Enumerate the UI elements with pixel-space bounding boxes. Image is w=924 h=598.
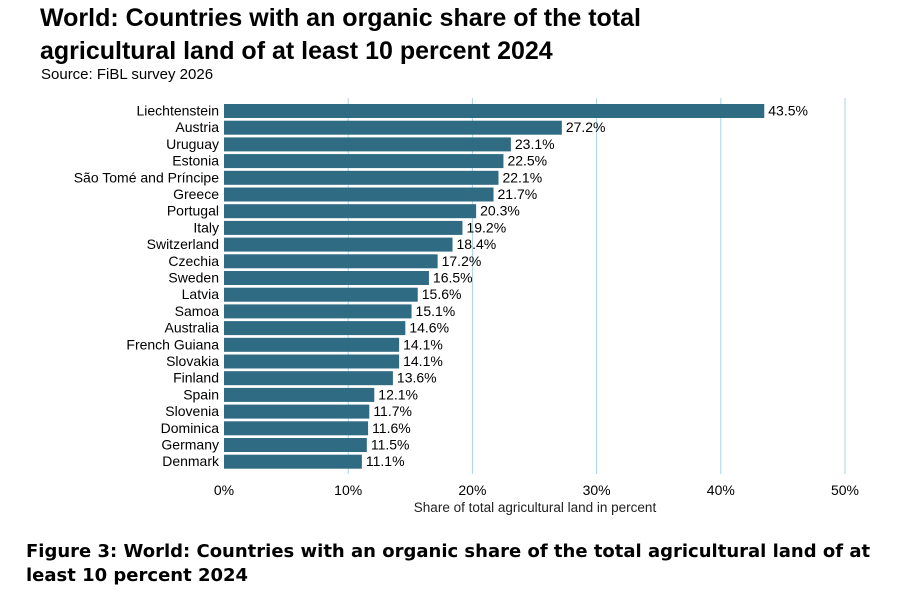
x-tick-label: 50% xyxy=(831,482,859,498)
value-label: 43.5% xyxy=(768,103,808,119)
value-label: 11.1% xyxy=(366,453,405,469)
bar-chart: 0% 10% 20% 30% 40% 50% Share of total agricult… xyxy=(74,98,859,515)
figure-caption-line-1: Figure 3: World: Countries with an organ… xyxy=(26,541,871,562)
chart-title-line-1: World: Countries with an organic share o… xyxy=(40,4,641,32)
bar xyxy=(224,271,429,285)
category-label: Slovakia xyxy=(166,353,219,369)
value-label: 11.5% xyxy=(371,437,410,453)
bar xyxy=(224,137,511,152)
x-tick-label: 10% xyxy=(334,482,362,498)
value-label: 14.1% xyxy=(403,336,443,352)
bar xyxy=(224,170,499,185)
category-label: Austria xyxy=(175,119,219,135)
x-tick-label: 40% xyxy=(707,482,735,498)
value-label: 16.5% xyxy=(433,270,473,286)
category-label: Samoa xyxy=(175,303,220,319)
category-label: São Tomé and Príncipe xyxy=(74,169,219,185)
value-label: 23.1% xyxy=(515,136,555,152)
bar xyxy=(224,104,765,118)
value-label: 21.7% xyxy=(498,186,538,202)
bar xyxy=(224,204,477,219)
category-label: Liechtenstein xyxy=(136,103,219,119)
category-label: Dominica xyxy=(161,420,220,436)
value-label: 12.1% xyxy=(378,386,418,402)
category-label: Switzerland xyxy=(147,236,219,252)
value-label: 20.3% xyxy=(480,203,520,219)
category-label: Czechia xyxy=(168,253,219,269)
value-label: 13.6% xyxy=(397,370,437,386)
bar xyxy=(224,371,393,386)
category-label: Greece xyxy=(173,186,219,202)
value-label: 19.2% xyxy=(466,219,506,235)
value-label: 22.1% xyxy=(502,169,542,185)
bar xyxy=(224,287,418,302)
bar xyxy=(224,237,453,252)
bar xyxy=(224,438,367,452)
bar xyxy=(224,454,362,469)
value-label: 27.2% xyxy=(566,119,606,135)
category-label: Italy xyxy=(193,219,219,235)
x-axis-label: Share of total agricultural land in perc… xyxy=(414,500,657,515)
figure-caption: Figure 3: World: Countries with an organ… xyxy=(26,540,916,588)
chart-title-line-2: agricultural land of at least 10 percent… xyxy=(40,37,553,65)
bar xyxy=(224,354,400,369)
value-label: 22.5% xyxy=(507,153,547,169)
bar xyxy=(224,337,400,352)
value-label: 14.6% xyxy=(409,320,449,336)
value-label: 11.7% xyxy=(373,403,412,419)
value-label: 14.1% xyxy=(403,353,443,369)
value-label: 15.6% xyxy=(422,286,462,302)
category-label: Australia xyxy=(165,320,220,336)
category-label: Spain xyxy=(183,386,219,402)
bar xyxy=(224,304,412,319)
bar xyxy=(224,120,562,135)
category-label: Denmark xyxy=(162,453,220,469)
value-label: 17.2% xyxy=(442,253,482,269)
chart-title: World: Countries with an organic share o… xyxy=(40,2,641,68)
category-label: French Guiana xyxy=(126,336,219,352)
bar xyxy=(224,187,494,202)
chart-source: Source: FiBL survey 2026 xyxy=(41,66,214,83)
value-label: 18.4% xyxy=(457,236,497,252)
x-tick-label: 20% xyxy=(458,482,486,498)
x-tick-label: 30% xyxy=(583,482,611,498)
bar xyxy=(224,154,504,169)
category-label: Latvia xyxy=(182,286,220,302)
category-label: Sweden xyxy=(168,270,219,286)
category-label: Slovenia xyxy=(165,403,219,419)
value-label: 15.1% xyxy=(416,303,456,319)
category-label: Germany xyxy=(161,437,219,453)
category-label: Estonia xyxy=(172,153,219,169)
bar xyxy=(224,254,438,269)
bar xyxy=(224,387,375,402)
bar xyxy=(224,421,369,436)
bar xyxy=(224,220,463,235)
category-label: Uruguay xyxy=(166,136,219,152)
figure-caption-line-2: least 10 percent 2024 xyxy=(26,565,249,586)
bar xyxy=(224,404,370,419)
value-label: 11.6% xyxy=(372,420,411,436)
bar xyxy=(224,321,406,336)
category-label: Finland xyxy=(173,370,219,386)
x-tick-label: 0% xyxy=(214,482,234,498)
category-label: Portugal xyxy=(167,203,219,219)
